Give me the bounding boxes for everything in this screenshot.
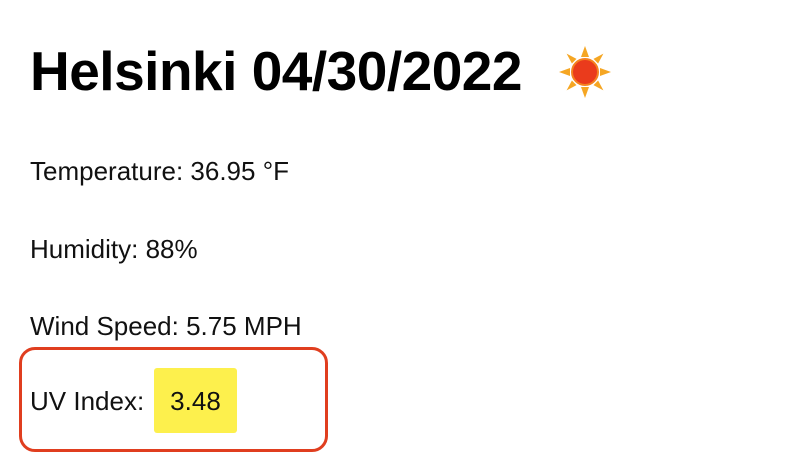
city-date-title: Helsinki 04/30/2022	[30, 40, 522, 102]
uv-highlight-outline	[19, 347, 328, 452]
uv-index-label: UV Index:	[30, 385, 145, 416]
humidity-text: Humidity: 88%	[30, 234, 198, 264]
forecast-header: Helsinki 04/30/2022	[30, 44, 612, 99]
uv-index-row: UV Index: 3.48	[30, 368, 237, 433]
uv-index-badge: 3.48	[154, 368, 237, 433]
sun-icon	[558, 45, 612, 99]
temperature-text: Temperature: 36.95 °F	[30, 156, 289, 186]
wind-speed-text: Wind Speed: 5.75 MPH	[30, 311, 302, 341]
